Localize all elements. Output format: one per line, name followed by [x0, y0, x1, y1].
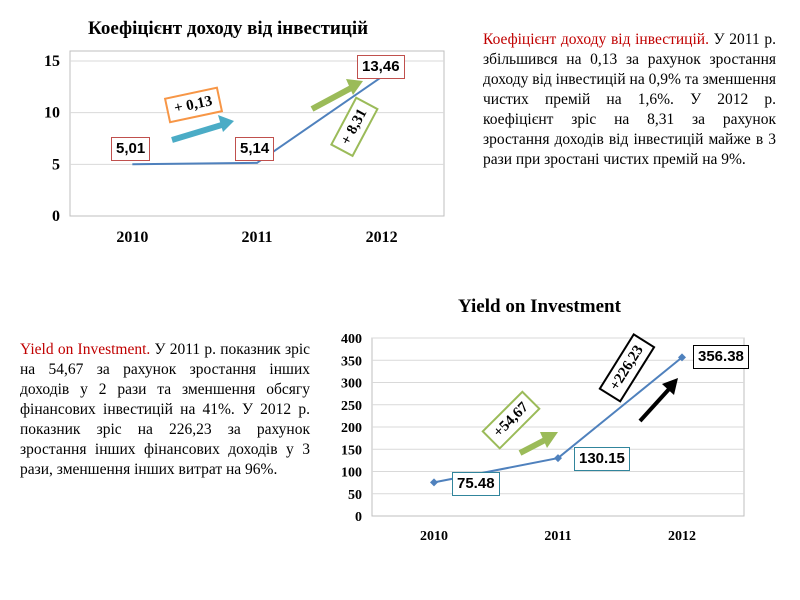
c2-y-tick-label: 0 [355, 510, 362, 525]
chart2-value-label-2011: 130.15 [574, 447, 630, 471]
c2-y-tick-label: 200 [341, 421, 362, 436]
c2-y-tick-label: 250 [341, 399, 362, 414]
chart1-arrow-2 [310, 79, 363, 112]
text-block-1: Коефіцієнт доходу від інвестицій. У 2011… [483, 30, 776, 170]
text1-body: У 2011 р. збільшився на 0,13 за рахунок … [483, 31, 777, 168]
text2-lead: Yield on Investment. [20, 341, 151, 358]
c1-y-tick-label: 0 [52, 208, 60, 225]
c2-y-tick-label: 300 [341, 377, 362, 392]
c2-x-tick-label: 2010 [420, 529, 448, 544]
c2-y-tick-label: 50 [348, 488, 362, 503]
c1-y-tick-label: 15 [44, 53, 60, 70]
text1-lead: Коефіцієнт доходу від інвестицій. [483, 31, 709, 48]
c2-data-point [430, 478, 438, 487]
c2-y-tick-label: 400 [341, 332, 362, 347]
c1-series-line [132, 76, 383, 166]
chart1-arrow-1 [171, 115, 234, 143]
chart2-title: Yield on Investment [458, 296, 621, 317]
c1-x-tick-label: 2010 [116, 229, 148, 246]
c2-y-tick-label: 350 [341, 354, 362, 369]
chart1-value-label-2010: 5,01 [111, 137, 151, 161]
c1-y-tick-label: 5 [52, 156, 60, 173]
c2-x-tick-label: 2012 [668, 529, 696, 544]
c2-data-point [678, 353, 686, 362]
c1-x-tick-label: 2011 [241, 229, 272, 246]
chart1-value-label-2012: 13,46 [357, 55, 405, 79]
chart2-arrow-2 [638, 378, 678, 423]
chart2-arrow-1 [518, 432, 558, 456]
c2-data-point [554, 454, 562, 463]
chart1-plot: 0 5 10 15 2010 2011 2012 [44, 50, 445, 246]
chart1-title: Коефіцієнт доходу від інвестицій [88, 18, 369, 39]
c1-y-tick-label: 10 [44, 105, 60, 122]
text2-body: У 2011 р. показник зріс на 54,67 за раху… [20, 341, 311, 478]
chart1-value-label-2011: 5,14 [235, 137, 275, 161]
text-block-2: Yield on Investment. У 2011 р. показник … [20, 340, 310, 480]
c2-x-tick-label: 2011 [544, 529, 571, 544]
c2-y-tick-label: 100 [341, 466, 362, 481]
chart2-value-label-2010: 75.48 [452, 472, 500, 496]
c2-y-tick-label: 150 [341, 443, 362, 458]
chart2-value-label-2012: 356.38 [693, 345, 749, 369]
c1-x-tick-label: 2012 [366, 229, 398, 246]
chart2-plot: 0 50 100 150 200 250 300 350 400 2010 2011 2012 [341, 332, 745, 544]
